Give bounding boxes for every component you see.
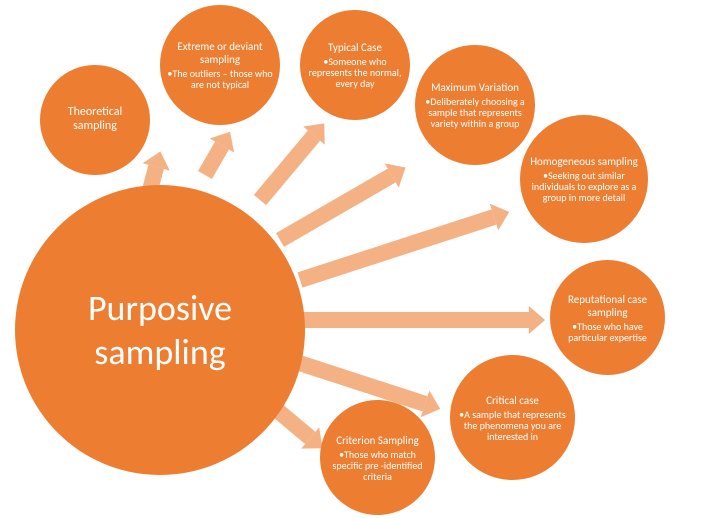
node-title: Extreme or deviant sampling [166,40,274,66]
node-title: Criterion Sampling [336,434,419,447]
node-desc: •Deliberately choosing a sample that rep… [421,96,529,129]
node-desc: •A sample that represents the phenomena … [456,409,569,442]
node-title: Reputational case sampling [556,293,659,319]
arrow-5 [300,312,545,328]
node-typical: Typical Case •Someone who represents the … [300,10,410,120]
node-desc: •Seeking out similar individuals to expl… [526,170,642,203]
node-desc: •Those who match specific pre -identifie… [326,449,429,482]
arrow-3 [276,161,410,247]
node-critical: Critical case •A sample that represents t… [450,355,575,480]
central-label: Purposive sampling [21,286,299,374]
node-desc: •Those who have particular expertise [556,321,659,343]
node-criterion: Criterion Sampling •Those who match speci… [320,400,435,515]
node-title: Maximum Variation [431,81,519,94]
arrow-2 [254,118,331,205]
arrow-1 [198,128,237,179]
node-extreme: Extreme or deviant sampling•The outliers… [160,5,280,125]
node-reput: Reputational case sampling•Those who hav… [550,260,665,375]
node-desc: •Someone who represents the normal, ever… [306,56,404,89]
node-homog: Homogeneous sampling •Seeking out similar… [520,115,648,243]
node-maxvar: Maximum Variation •Deliberately choosing … [415,45,535,165]
node-desc: •The outliers – those who are not typica… [166,68,274,90]
node-theoretical: Theoretical sampling [40,65,150,175]
node-title: Typical Case [328,41,382,54]
node-title: Critical case [486,394,539,407]
node-title: Homogeneous sampling [530,155,638,168]
node-title: Theoretical sampling [46,105,144,133]
central-circle: Purposive sampling [15,185,305,475]
